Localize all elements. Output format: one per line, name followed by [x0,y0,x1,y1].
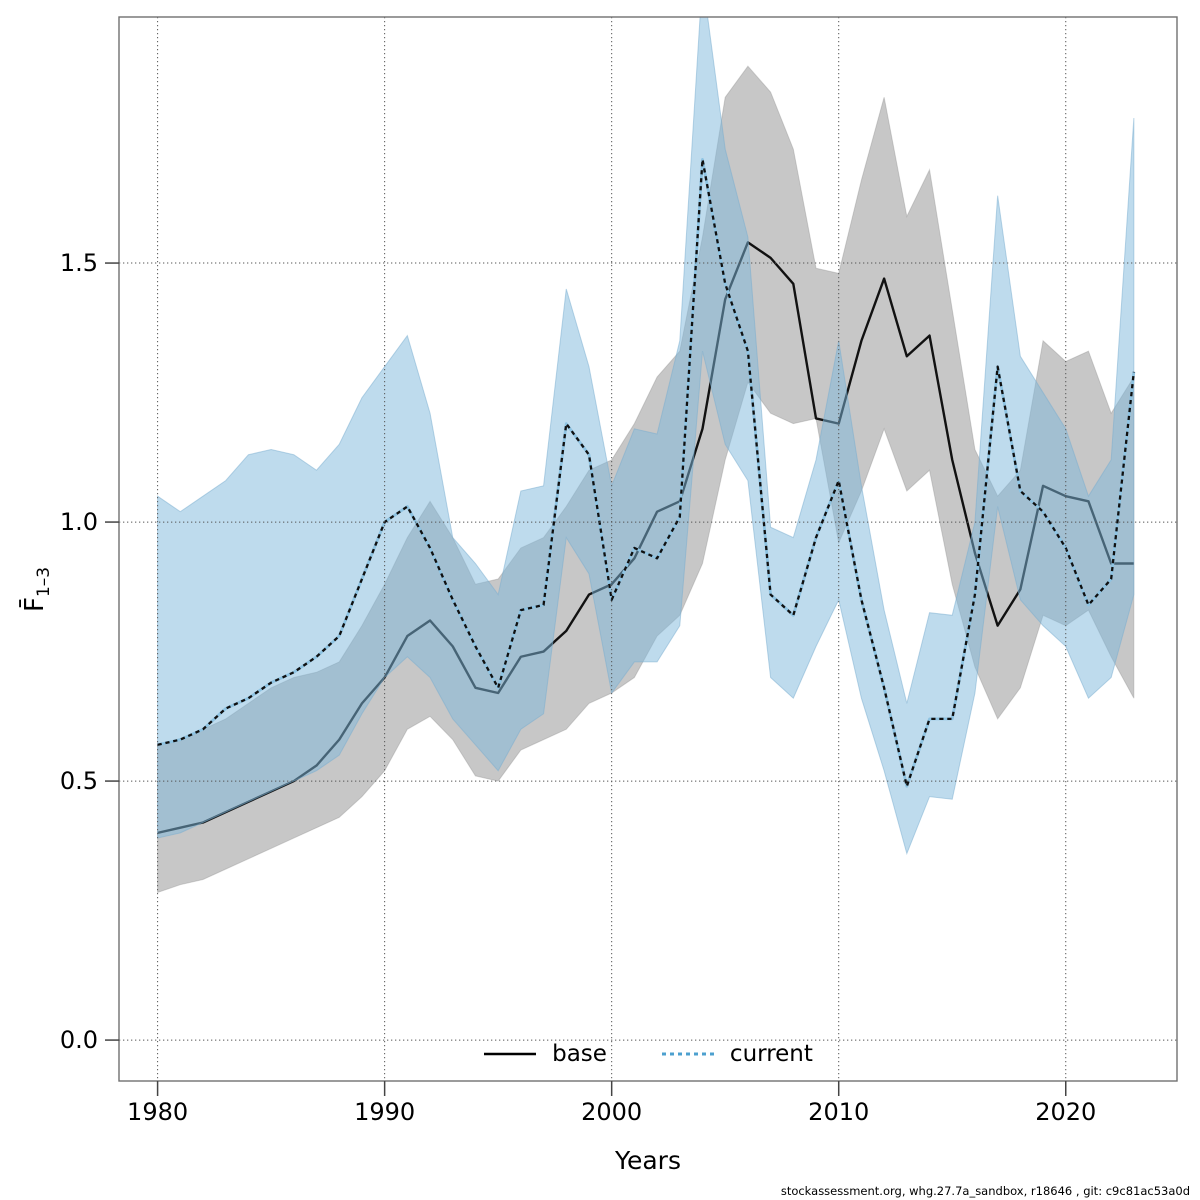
legend-base-label: base [552,1041,607,1067]
y-tick-label: 0.0 [60,1026,98,1054]
y-axis-label-subscript: 1–3 [34,566,55,598]
legend-current-line-sample [661,1052,714,1056]
y-tick-label: 0.5 [60,767,98,795]
legend-current-label: current [729,1041,813,1067]
plot-area [157,17,1136,894]
y-axis-label-main: F̄ [20,597,50,612]
y-axis-label: F̄1–3 [20,567,54,612]
x-axis-label: Years [615,1146,681,1175]
x-tick-label: 1980 [127,1098,188,1126]
plot-frame [118,16,1178,1082]
legend: base current [119,1041,1177,1067]
x-tick-label: 2000 [581,1098,642,1126]
footer-attribution: stockassessment.org, whg.27.7a_sandbox, … [780,1184,1190,1198]
y-tick-label: 1.5 [60,249,98,277]
current-confidence-band [157,17,1135,856]
x-tick-label: 2010 [808,1098,869,1126]
y-tick-label: 1.0 [60,508,98,536]
x-tick-label: 2020 [1035,1098,1096,1126]
current-line-underlay [157,158,1136,788]
legend-base-line-sample [484,1052,537,1056]
x-tick-label: 1990 [354,1098,415,1126]
